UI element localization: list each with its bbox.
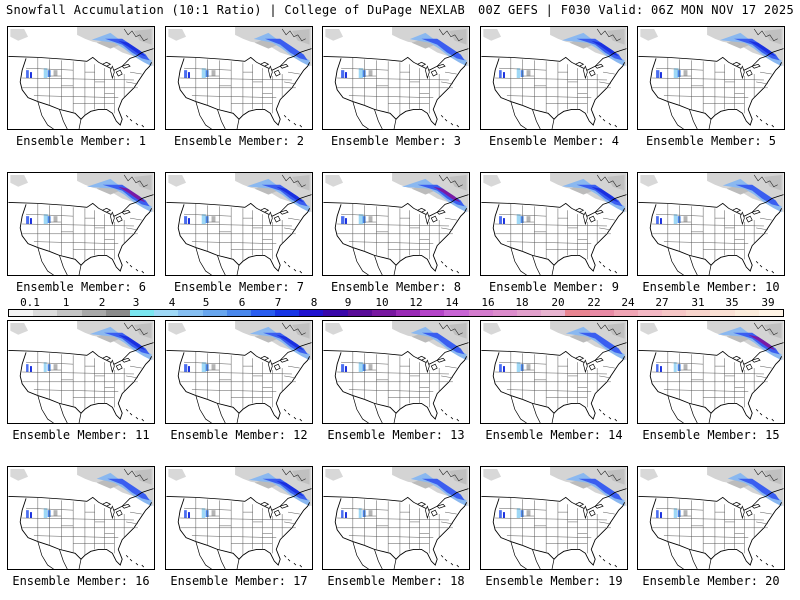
colorbar-swatch bbox=[734, 310, 759, 316]
colorbar-swatch bbox=[516, 310, 542, 316]
colorbar-swatch bbox=[275, 310, 300, 316]
colorbar-tick-label: 14 bbox=[445, 296, 459, 309]
colorbar-tick-label: 10 bbox=[375, 296, 389, 309]
colorbar-swatch bbox=[178, 310, 203, 316]
ensemble-member-label: Ensemble Member: 12 bbox=[170, 428, 308, 442]
ensemble-map-panel bbox=[637, 466, 785, 570]
colorbar-tick-label: 27 bbox=[655, 296, 669, 309]
colorbar-swatch bbox=[686, 310, 711, 316]
colorbar-swatch bbox=[129, 310, 155, 316]
ensemble-map-panel bbox=[637, 172, 785, 276]
ensemble-member-label: Ensemble Member: 6 bbox=[15, 280, 147, 294]
ensemble-map-panel bbox=[322, 26, 470, 130]
colorbar-swatch bbox=[420, 310, 445, 316]
ensemble-map-panel bbox=[7, 466, 155, 570]
colorbar-swatch bbox=[589, 310, 614, 316]
colorbar-tick-label: 4 bbox=[168, 296, 176, 309]
colorbar-swatch bbox=[323, 310, 348, 316]
colorbar-tick-label: 7 bbox=[274, 296, 282, 309]
ensemble-map-panel bbox=[7, 172, 155, 276]
colorbar-swatch bbox=[299, 310, 324, 316]
colorbar-swatch bbox=[226, 310, 251, 316]
colorbar-swatch bbox=[105, 310, 130, 316]
ensemble-map-panel bbox=[480, 172, 628, 276]
colorbar-swatch bbox=[154, 310, 179, 316]
colorbar-tick-label: 0.1 bbox=[20, 296, 40, 309]
ensemble-map-panel bbox=[480, 466, 628, 570]
ensemble-member-label: Ensemble Member: 16 bbox=[12, 574, 150, 588]
ensemble-member-label: Ensemble Member: 13 bbox=[327, 428, 465, 442]
colorbar-swatch bbox=[565, 310, 590, 316]
colorbar-swatch bbox=[541, 310, 566, 316]
colorbar-swatch bbox=[637, 310, 663, 316]
colorbar-swatch bbox=[347, 310, 372, 316]
colorbar-swatch bbox=[250, 310, 276, 316]
colorbar-swatch bbox=[444, 310, 469, 316]
ensemble-member-label: Ensemble Member: 7 bbox=[173, 280, 305, 294]
colorbar-tick-label: 24 bbox=[621, 296, 635, 309]
colorbar-swatch bbox=[758, 310, 783, 316]
ensemble-map-panel bbox=[322, 466, 470, 570]
ensemble-map-panel bbox=[165, 26, 313, 130]
colorbar-tick-label: 1 bbox=[62, 296, 70, 309]
colorbar-swatch bbox=[202, 310, 227, 316]
colorbar-tick-label: 12 bbox=[409, 296, 423, 309]
colorbar-tick-label: 6 bbox=[238, 296, 246, 309]
colorbar-labels: 0.1 1 2 3 4 5 6 7 8 9 10 12 14 16 18 20 22 24 27 31 35 39 bbox=[0, 296, 800, 309]
ensemble-member-label: Ensemble Member: 10 bbox=[642, 280, 780, 294]
ensemble-member-label: Ensemble Member: 15 bbox=[642, 428, 780, 442]
colorbar-tick-label: 22 bbox=[587, 296, 601, 309]
ensemble-map-panel bbox=[165, 172, 313, 276]
colorbar-tick-label: 8 bbox=[310, 296, 318, 309]
ensemble-member-label: Ensemble Member: 14 bbox=[485, 428, 623, 442]
ensemble-map-panel bbox=[165, 320, 313, 424]
colorbar bbox=[8, 309, 784, 317]
ensemble-map-panel bbox=[7, 26, 155, 130]
ensemble-map-panel bbox=[480, 320, 628, 424]
ensemble-map-panel bbox=[480, 26, 628, 130]
colorbar-swatch bbox=[81, 310, 106, 316]
colorbar-swatch bbox=[492, 310, 517, 316]
colorbar-tick-label: 9 bbox=[344, 296, 352, 309]
ensemble-member-label: Ensemble Member: 2 bbox=[173, 134, 305, 148]
colorbar-swatch bbox=[710, 310, 735, 316]
colorbar-tick-label: 39 bbox=[761, 296, 775, 309]
ensemble-member-label: Ensemble Member: 20 bbox=[642, 574, 780, 588]
valid-time-label: 00Z GEFS | F030 Valid: 06Z MON NOV 17 20… bbox=[477, 3, 794, 17]
colorbar-tick-label: 5 bbox=[202, 296, 210, 309]
ensemble-member-label: Ensemble Member: 1 bbox=[15, 134, 147, 148]
page-title: Snowfall Accumulation (10:1 Ratio) | Col… bbox=[6, 3, 466, 17]
colorbar-tick-label: 3 bbox=[132, 296, 140, 309]
ensemble-map-panel bbox=[637, 320, 785, 424]
colorbar-swatch bbox=[613, 310, 638, 316]
ensemble-member-label: Ensemble Member: 5 bbox=[645, 134, 777, 148]
colorbar-swatch bbox=[371, 310, 396, 316]
colorbar-swatch bbox=[57, 310, 82, 316]
colorbar-tick-label: 20 bbox=[551, 296, 565, 309]
ensemble-member-label: Ensemble Member: 18 bbox=[327, 574, 465, 588]
ensemble-map-panel bbox=[7, 320, 155, 424]
ensemble-map-panel bbox=[322, 320, 470, 424]
ensemble-member-label: Ensemble Member: 9 bbox=[488, 280, 620, 294]
ensemble-map-panel bbox=[322, 172, 470, 276]
colorbar-tick-label: 2 bbox=[98, 296, 106, 309]
ensemble-map-panel bbox=[637, 26, 785, 130]
ensemble-member-label: Ensemble Member: 19 bbox=[485, 574, 623, 588]
ensemble-member-label: Ensemble Member: 8 bbox=[330, 280, 462, 294]
colorbar-tick-label: 16 bbox=[481, 296, 495, 309]
colorbar-swatch bbox=[396, 310, 421, 316]
colorbar-tick-label: 31 bbox=[691, 296, 705, 309]
colorbar-swatch bbox=[33, 310, 58, 316]
colorbar-swatch bbox=[9, 310, 34, 316]
ensemble-member-label: Ensemble Member: 17 bbox=[170, 574, 308, 588]
colorbar-tick-label: 18 bbox=[515, 296, 529, 309]
colorbar-swatch bbox=[468, 310, 493, 316]
colorbar-swatch bbox=[662, 310, 687, 316]
ensemble-member-label: Ensemble Member: 11 bbox=[12, 428, 150, 442]
ensemble-map-panel bbox=[165, 466, 313, 570]
ensemble-member-label: Ensemble Member: 3 bbox=[330, 134, 462, 148]
ensemble-member-label: Ensemble Member: 4 bbox=[488, 134, 620, 148]
colorbar-tick-label: 35 bbox=[725, 296, 739, 309]
